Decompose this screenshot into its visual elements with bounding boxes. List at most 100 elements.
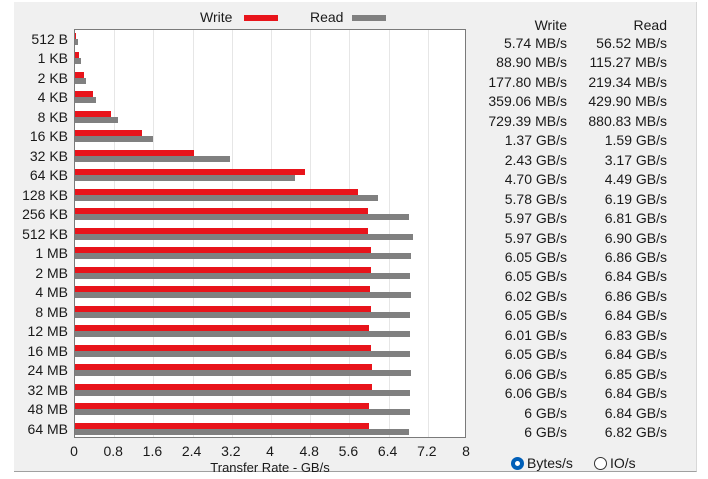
read-bar (75, 58, 81, 65)
y-axis-label: 64 MB (27, 420, 68, 437)
write-value: 6 GB/s (524, 424, 567, 440)
write-bar (75, 71, 84, 78)
write-bar (75, 227, 368, 234)
write-bar (75, 247, 372, 254)
read-value: 6.85 GB/s (604, 365, 667, 382)
read-value: 6.83 GB/s (604, 326, 667, 343)
write-bar (75, 286, 370, 293)
write-bar (75, 169, 306, 176)
write-value: 4.70 GB/s (504, 171, 567, 188)
x-axis-tick-label: 1.6 (142, 443, 163, 459)
read-value: 6.81 GB/s (604, 210, 667, 227)
read-value: 1.59 GB/s (604, 132, 667, 149)
write-bar (75, 364, 372, 371)
write-value: 5.97 GB/s (504, 229, 567, 246)
write-bar (75, 422, 369, 429)
y-axis-label: 512 KB (22, 225, 68, 242)
read-value: 429.90 MB/s (588, 93, 667, 110)
io-per-second-label: IO/s (610, 455, 636, 471)
read-bar (75, 214, 409, 221)
write-value: 177.80 MB/s (488, 73, 567, 90)
write-value: 5.78 GB/s (504, 190, 567, 207)
gridline (427, 30, 429, 437)
y-axis-label: 2 KB (37, 69, 68, 86)
radio-selected-icon (511, 456, 524, 470)
write-column-header: Write (534, 17, 567, 33)
x-axis-tick-label: 0 (70, 443, 78, 459)
x-axis-tick-label: 2.4 (181, 443, 202, 459)
y-axis-label: 4 MB (35, 284, 68, 301)
y-axis-label: 64 KB (29, 167, 68, 184)
x-axis-tick-label: 4 (266, 443, 274, 459)
gridline (388, 30, 390, 437)
read-value: 6.84 GB/s (604, 346, 667, 363)
read-bar (75, 253, 412, 260)
y-axis-label: 2 MB (35, 264, 68, 281)
y-axis-label: 128 KB (22, 186, 68, 203)
write-bar (75, 344, 372, 351)
read-bar (75, 292, 412, 299)
write-bar (75, 266, 372, 273)
write-value: 6.02 GB/s (504, 287, 567, 304)
read-bar (75, 311, 411, 318)
read-bar (75, 331, 410, 338)
bar-chart-plot-area (74, 29, 466, 438)
read-bar (75, 155, 231, 162)
read-bar (75, 39, 78, 45)
read-value: 6.90 GB/s (604, 229, 667, 246)
read-value: 6.84 GB/s (604, 307, 667, 324)
read-bar (75, 428, 410, 435)
read-bar (75, 389, 411, 396)
y-axis-label: 8 MB (35, 303, 68, 320)
io-per-second-radio[interactable]: IO/s (594, 455, 636, 471)
legend-write-swatch (244, 15, 278, 21)
read-bar (75, 97, 97, 104)
read-bar (75, 370, 411, 377)
x-axis-tick-label: 5.6 (338, 443, 359, 459)
write-value: 6.05 GB/s (504, 307, 567, 324)
write-bar (75, 383, 372, 390)
y-axis-label: 256 KB (22, 206, 68, 223)
legend-read-label: Read (310, 9, 344, 25)
write-value: 2.43 GB/s (504, 151, 567, 168)
y-axis-label: 24 MB (27, 362, 68, 379)
write-value: 1.37 GB/s (504, 132, 567, 149)
x-axis-tick-label: 7.2 (417, 443, 437, 459)
read-value: 56.52 MB/s (596, 35, 667, 51)
write-bar (75, 188, 359, 195)
x-axis-tick-label: 6.4 (377, 443, 398, 459)
read-value: 6.19 GB/s (604, 190, 667, 207)
y-axis-label: 32 KB (29, 147, 68, 164)
bytes-per-second-radio[interactable]: Bytes/s (511, 455, 573, 471)
y-axis-label: 1 KB (37, 50, 68, 67)
write-value: 6 GB/s (524, 404, 567, 421)
y-axis-label: 1 MB (35, 245, 68, 262)
read-value: 6.84 GB/s (604, 268, 667, 285)
y-axis-label: 16 KB (29, 128, 68, 145)
read-bar (75, 77, 86, 84)
write-value: 6.05 GB/s (504, 346, 567, 363)
read-value: 6.86 GB/s (604, 287, 667, 304)
y-axis-label: 32 MB (27, 381, 68, 398)
x-axis-tick-label: 0.8 (103, 443, 123, 459)
legend-read-swatch (352, 15, 386, 21)
read-bar (75, 175, 295, 182)
read-value: 880.83 MB/s (588, 112, 667, 129)
x-axis-tick-label: 8 (462, 443, 470, 459)
read-bar (75, 350, 411, 357)
y-axis-label: 8 KB (37, 108, 68, 125)
write-bar (75, 325, 370, 332)
read-column-header: Read (633, 17, 667, 33)
write-bar (75, 403, 369, 410)
write-value: 729.39 MB/s (488, 112, 567, 129)
write-value: 6.05 GB/s (504, 268, 567, 285)
write-bar (75, 208, 368, 215)
write-value: 6.05 GB/s (504, 248, 567, 265)
y-axis-label: 512 B (31, 31, 68, 47)
write-value: 88.90 MB/s (496, 54, 567, 71)
write-bar (75, 305, 372, 312)
write-bar (75, 91, 93, 98)
y-axis-label: 12 MB (27, 323, 68, 340)
write-value: 6.01 GB/s (504, 326, 567, 343)
y-axis-label: 48 MB (27, 401, 68, 418)
